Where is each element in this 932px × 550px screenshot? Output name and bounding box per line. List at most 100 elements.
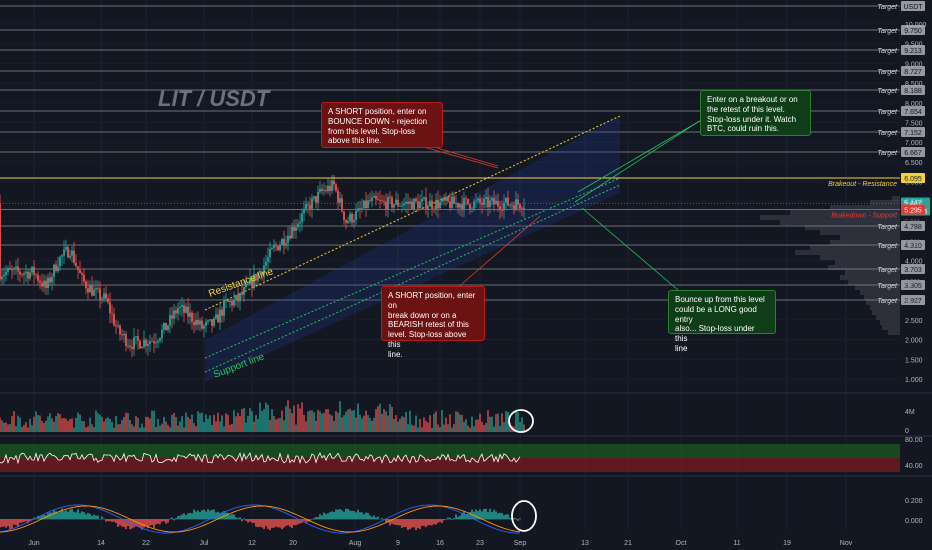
macd-histogram-bar [419, 519, 421, 530]
macd-histogram-bar [417, 519, 419, 528]
macd-histogram-bar [165, 519, 167, 524]
candle-body [135, 336, 137, 338]
volume-bar [125, 412, 127, 432]
candle-body [267, 257, 269, 262]
macd-histogram-bar [475, 509, 477, 520]
volume-bar [5, 422, 7, 432]
macd-histogram-bar [361, 512, 363, 520]
macd-histogram-bar [507, 514, 509, 520]
macd-histogram-bar [273, 519, 275, 528]
candle-body [289, 235, 291, 239]
candle-body [491, 198, 493, 201]
candle-body [19, 271, 21, 275]
volume-bar [495, 414, 497, 432]
macd-histogram-bar [39, 516, 41, 520]
macd-histogram-bar [187, 513, 189, 520]
time-axis-label: 19 [783, 540, 791, 547]
volume-axis-label: 4M [905, 409, 915, 416]
candle-body [511, 204, 513, 206]
time-axis-label: Nov [840, 540, 853, 547]
candle-body [405, 201, 407, 204]
candle-body [417, 201, 419, 209]
time-axis-label: 13 [581, 540, 589, 547]
annotation-connectors [419, 114, 711, 291]
volume-bar [317, 409, 319, 432]
macd-histogram-bar [245, 519, 247, 521]
candle-body [337, 190, 339, 203]
indicator-panes: 4M 0 80.00 40.00 0.200 0.000 [0, 400, 923, 534]
volume-bar [359, 414, 361, 432]
volume-bar [171, 414, 173, 432]
candle-body [271, 247, 273, 249]
volume-bar [327, 409, 329, 432]
candle-body [247, 283, 249, 285]
volume-bar [481, 421, 483, 432]
volume-bar [421, 427, 423, 432]
macd-histogram-bar [351, 510, 353, 520]
macd-histogram-bar [89, 513, 91, 520]
volume-bar [201, 412, 203, 432]
volume-bar [431, 427, 433, 432]
volume-bar [395, 415, 397, 432]
volume-bar [293, 405, 295, 432]
target-value-badge [901, 221, 925, 231]
candle-body [243, 287, 245, 295]
price-axis-label: 5.500 [905, 199, 923, 206]
volume-bar [35, 411, 37, 432]
volume-bar [273, 415, 275, 432]
quote-currency-badge [901, 1, 925, 11]
macd-histogram-bar [255, 519, 257, 527]
candle-body [327, 185, 329, 192]
macd-histogram-bar [347, 508, 349, 520]
volume-bar [371, 421, 373, 432]
macd-histogram-bar [191, 513, 193, 520]
macd-histogram-bar [299, 519, 301, 524]
connector-short-bounce [419, 145, 499, 169]
candle-body [0, 203, 1, 280]
macd-histogram-bar [355, 512, 357, 520]
volume-bar [323, 412, 325, 432]
macd-histogram-bar [201, 510, 203, 520]
volume-bar [443, 424, 445, 432]
macd-histogram-bar [439, 519, 441, 522]
macd-histogram-bar [123, 519, 125, 527]
candle-body [481, 202, 483, 205]
candle-body [495, 200, 497, 205]
volume-bar [409, 410, 411, 432]
axes: 10.000 9.500 9.000 8.500 8.000 7.500 7.000 6.50… [28, 22, 926, 547]
volume-bar [93, 427, 95, 432]
volume-bar [381, 413, 383, 432]
target-label: Target [877, 150, 898, 157]
candle-body [319, 188, 321, 192]
volume-bar [309, 410, 311, 432]
volume-profile-bar [840, 235, 900, 240]
macd-histogram-bar [101, 516, 103, 520]
volume-bar [457, 412, 459, 432]
volume-bar [275, 419, 277, 432]
candle-body [41, 282, 43, 287]
macd-histogram-bar [447, 517, 449, 520]
candle-body [445, 196, 447, 201]
candle-body [377, 199, 379, 201]
macd-histogram-bar [189, 512, 191, 520]
candle-body [187, 306, 189, 317]
macd-histogram-bar [75, 512, 77, 520]
volume-bar [299, 408, 301, 432]
volume-bar [143, 427, 145, 432]
candle-body [75, 262, 77, 267]
candle-body [101, 298, 103, 300]
candle-body [399, 206, 401, 207]
target-value-badge [901, 85, 925, 95]
volume-bar [469, 427, 471, 432]
volume-bar [251, 411, 253, 432]
macd-histogram-bar [219, 512, 221, 520]
volume-bar [485, 423, 487, 432]
macd-histogram-bar [239, 517, 241, 520]
candle-body [207, 320, 209, 322]
volume-profile-bar [845, 270, 900, 275]
time-axis-label: Jun [28, 540, 39, 547]
macd-histogram-bar [241, 519, 243, 522]
candle-body [365, 200, 367, 209]
volume-bar [505, 410, 507, 432]
